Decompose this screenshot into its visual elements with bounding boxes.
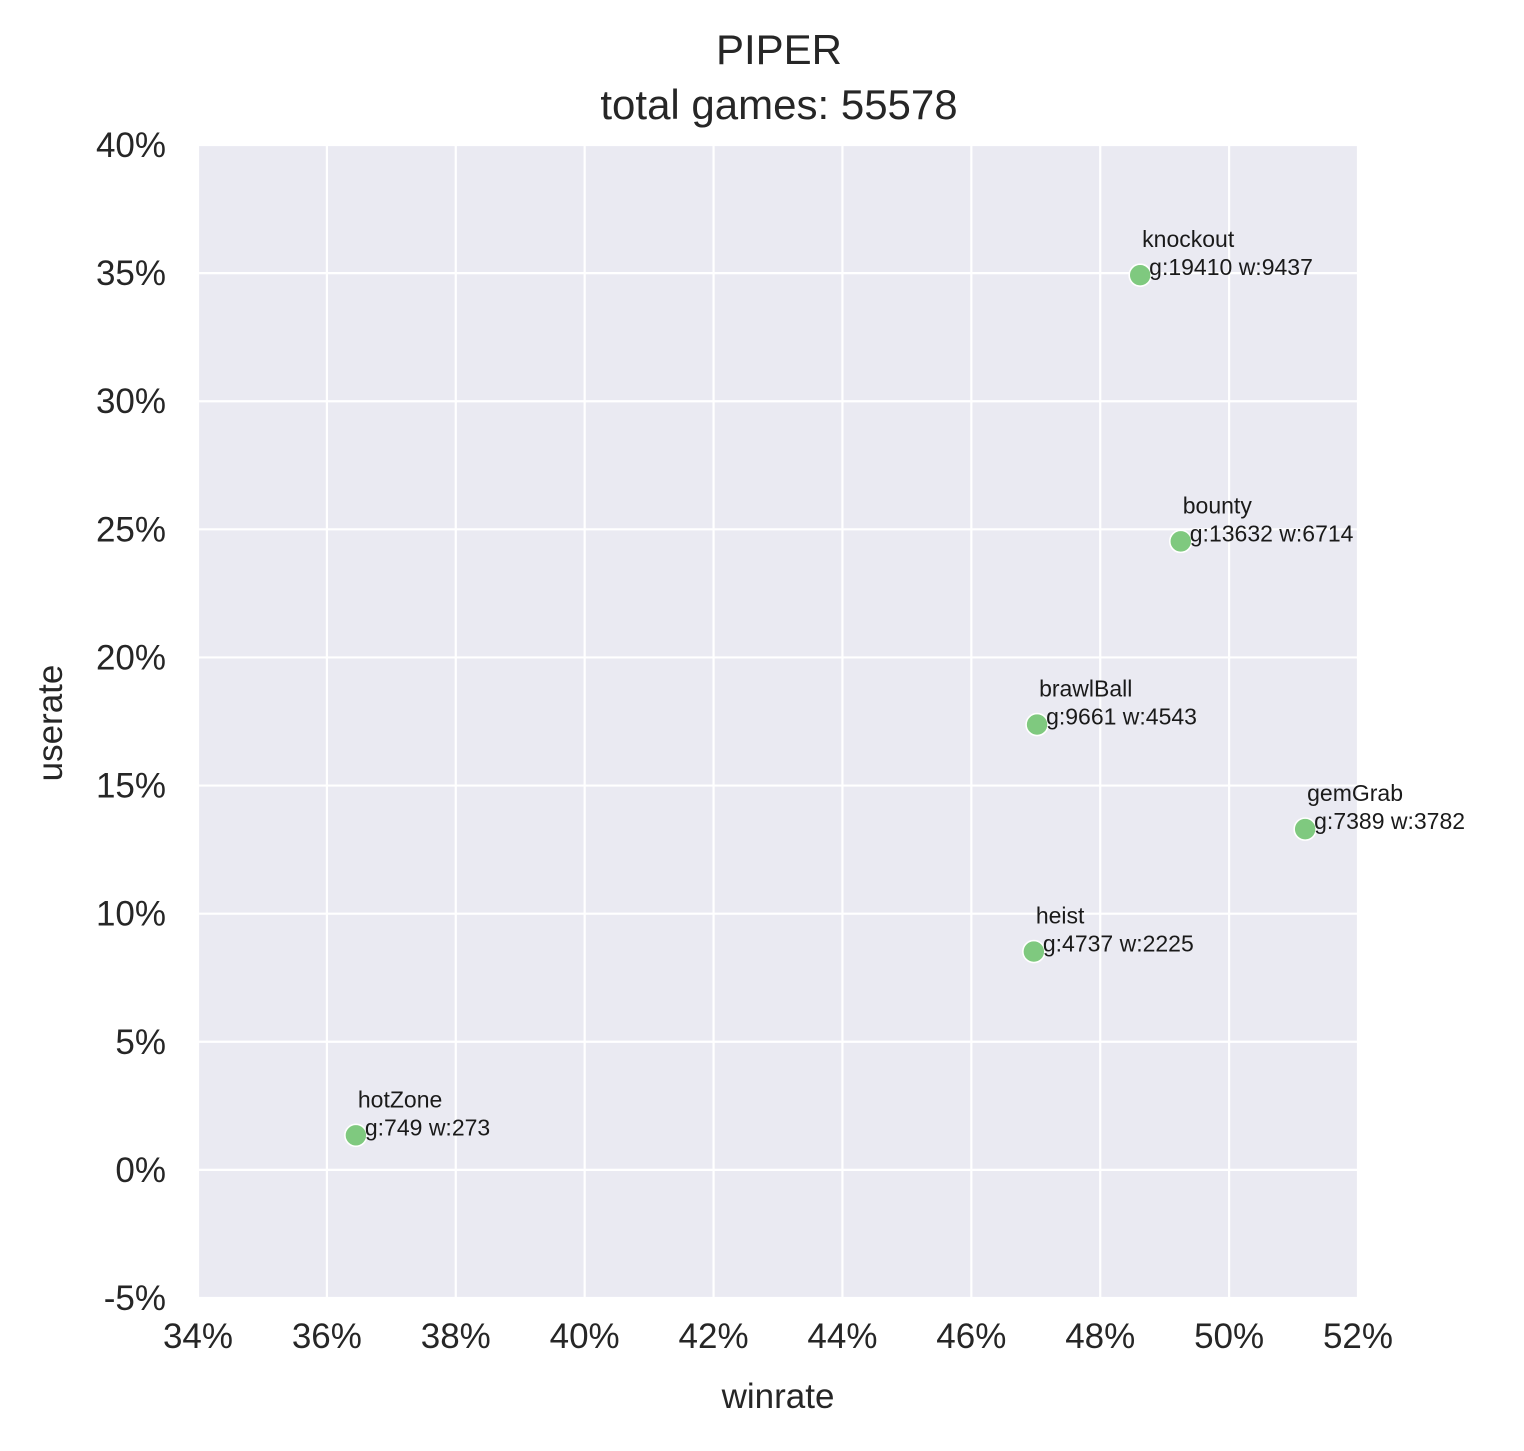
x-tick-label: 42%: [679, 1317, 749, 1356]
point-mode-label: gemGrab: [1307, 780, 1403, 806]
x-tick-label: 36%: [292, 1317, 362, 1356]
x-tick-label: 40%: [550, 1317, 620, 1356]
point-mode-label: bounty: [1183, 492, 1253, 518]
point-stats-label: g:4737 w:2225: [1043, 931, 1194, 957]
y-tick-label: 5%: [115, 1023, 166, 1062]
point-stats-label: g:9661 w:4543: [1046, 704, 1197, 730]
point-stats-label: g:7389 w:3782: [1314, 808, 1465, 834]
chart-title-line-1: PIPER: [716, 26, 842, 73]
x-tick-label: 50%: [1194, 1317, 1264, 1356]
tick-labels: 34% 36% 38% 40% 42% 44% 46% 48% 50% 52% -5% 0% 5% 10%…: [96, 126, 1393, 1356]
point-stats-label: g:749 w:273: [365, 1114, 490, 1140]
point-marker: [1293, 817, 1317, 841]
point-mode-label: brawlBall: [1039, 676, 1132, 702]
x-tick-label: 34%: [163, 1317, 233, 1356]
x-tick-label: 52%: [1323, 1317, 1393, 1356]
y-tick-label: -5%: [104, 1279, 166, 1318]
x-tick-label: 48%: [1065, 1317, 1135, 1356]
x-axis-label: winrate: [721, 1377, 835, 1416]
point-mode-label: knockout: [1142, 226, 1235, 252]
point-stats-label: g:13632 w:6714: [1190, 520, 1354, 546]
y-tick-label: 35%: [96, 254, 166, 293]
y-tick-label: 30%: [96, 382, 166, 421]
point-stats-label: g:19410 w:9437: [1149, 254, 1313, 280]
point-marker: [1025, 712, 1049, 737]
chart-title-line-2: total games: 55578: [600, 81, 957, 128]
point-marker: [1022, 939, 1046, 964]
point-marker: [344, 1123, 368, 1148]
x-tick-label: 38%: [421, 1317, 491, 1356]
point-marker: [1128, 263, 1152, 287]
x-tick-label: 44%: [807, 1317, 877, 1356]
plot-area: [198, 145, 1358, 1298]
gridlines: [196, 143, 1360, 1300]
y-tick-label: 20%: [96, 638, 166, 677]
y-tick-label: 25%: [96, 510, 166, 549]
point-mode-label: heist: [1036, 903, 1085, 929]
y-tick-label: 15%: [96, 767, 166, 806]
point-mode-label: hotZone: [358, 1086, 442, 1112]
x-tick-label: 46%: [936, 1317, 1006, 1356]
y-tick-label: 0%: [115, 1151, 166, 1190]
y-axis-label: userate: [31, 665, 70, 782]
point-marker: [1168, 529, 1193, 554]
y-tick-label: 40%: [96, 126, 166, 165]
y-tick-label: 10%: [96, 895, 166, 934]
